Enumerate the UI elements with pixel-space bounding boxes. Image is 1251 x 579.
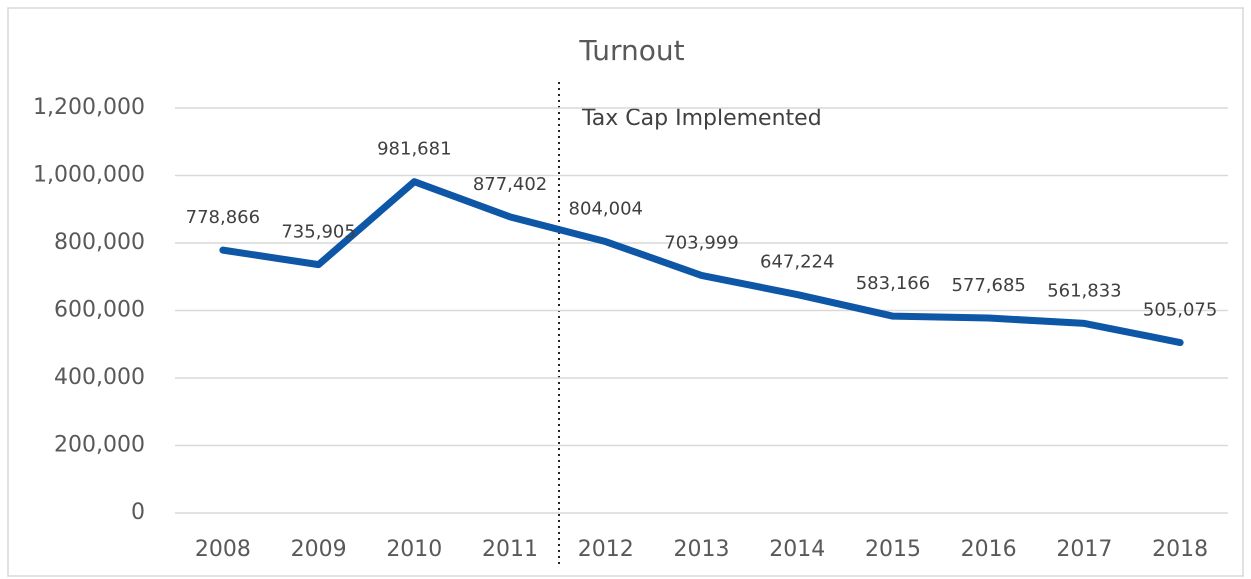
chart-border	[7, 7, 1244, 577]
x-tick-label: 2015	[865, 537, 921, 562]
y-tick-label: 0	[131, 500, 145, 525]
x-tick-label: 2013	[674, 537, 730, 562]
chart-title: Turnout	[578, 34, 684, 67]
data-label: 647,224	[760, 252, 834, 273]
x-tick-label: 2016	[961, 537, 1017, 562]
data-label: 804,004	[569, 199, 643, 220]
x-tick-label: 2017	[1056, 537, 1112, 562]
y-tick-label: 200,000	[54, 433, 145, 458]
x-tick-label: 2018	[1152, 537, 1208, 562]
data-label: 561,833	[1047, 280, 1121, 301]
y-tick-label: 800,000	[54, 230, 145, 255]
data-label: 981,681	[377, 139, 451, 160]
series-line	[219, 178, 1184, 347]
x-tick-label: 2011	[482, 537, 538, 562]
x-tick-label: 2010	[386, 537, 442, 562]
data-label: 735,905	[281, 222, 355, 243]
data-label: 877,402	[473, 174, 547, 195]
annotation: Tax Cap Implemented	[581, 106, 822, 131]
x-tick-label: 2012	[578, 537, 634, 562]
y-tick-label: 600,000	[54, 298, 145, 323]
y-tick-label: 1,000,000	[33, 163, 145, 188]
x-tick-label: 2008	[195, 537, 251, 562]
x-tick-label: 2009	[291, 537, 347, 562]
data-label: 703,999	[664, 232, 738, 253]
y-tick-label: 1,200,000	[33, 95, 145, 120]
y-tick-label: 400,000	[54, 365, 145, 390]
data-label: 583,166	[856, 273, 930, 294]
data-label: 577,685	[951, 275, 1025, 296]
x-tick-label: 2014	[769, 537, 825, 562]
data-label: 505,075	[1143, 300, 1217, 321]
data-label: 778,866	[186, 207, 260, 228]
